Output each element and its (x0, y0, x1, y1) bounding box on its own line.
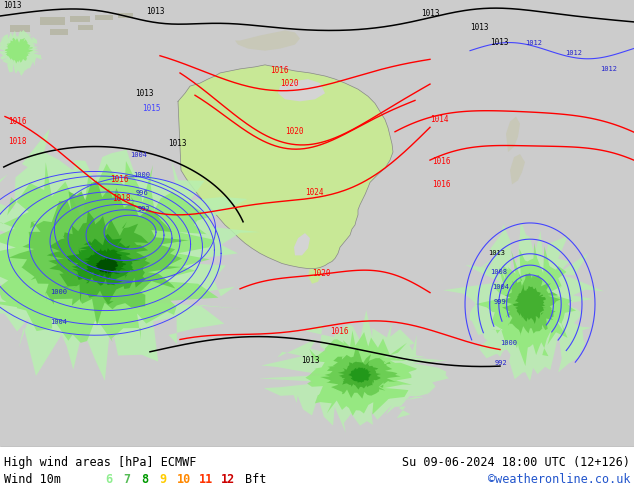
Polygon shape (0, 129, 260, 381)
Text: 1014: 1014 (430, 115, 448, 123)
Text: 1013: 1013 (135, 89, 153, 98)
Text: 1012: 1012 (565, 49, 582, 56)
Polygon shape (178, 65, 393, 269)
Text: 992: 992 (495, 360, 508, 366)
Polygon shape (66, 234, 140, 286)
Polygon shape (0, 161, 219, 343)
Text: 1015: 1015 (142, 104, 160, 114)
Text: 10: 10 (177, 473, 191, 487)
Text: 1013: 1013 (490, 38, 508, 47)
Text: 1012: 1012 (600, 66, 617, 72)
Text: 1016: 1016 (432, 157, 451, 166)
Polygon shape (320, 349, 401, 399)
Polygon shape (443, 221, 604, 381)
Text: Wind 10m: Wind 10m (4, 473, 61, 487)
Text: 1013: 1013 (146, 7, 164, 16)
Text: 1013: 1013 (3, 1, 22, 10)
Text: 1013: 1013 (301, 356, 320, 365)
Text: 7: 7 (123, 473, 130, 487)
Text: 1012: 1012 (525, 40, 542, 46)
Polygon shape (306, 330, 417, 416)
Text: 1024: 1024 (305, 188, 323, 196)
Polygon shape (70, 16, 90, 22)
Text: 1020: 1020 (312, 269, 330, 278)
Text: 1016: 1016 (270, 66, 288, 75)
Text: 1004: 1004 (50, 319, 67, 325)
Text: High wind areas [hPa] ECMWF: High wind areas [hPa] ECMWF (4, 456, 197, 469)
Text: 1016: 1016 (330, 327, 349, 337)
Text: 999: 999 (494, 299, 507, 305)
Text: 1000: 1000 (500, 340, 517, 345)
Polygon shape (9, 180, 189, 325)
Polygon shape (0, 30, 42, 76)
Polygon shape (338, 361, 381, 390)
Text: 1013: 1013 (168, 139, 186, 148)
Polygon shape (502, 272, 560, 336)
Polygon shape (348, 368, 372, 383)
Polygon shape (506, 117, 520, 152)
Text: 1016: 1016 (110, 175, 129, 184)
Polygon shape (10, 25, 30, 32)
Polygon shape (513, 285, 546, 324)
Text: 1016: 1016 (8, 117, 27, 125)
Text: 1004: 1004 (130, 152, 147, 158)
Text: 1018: 1018 (8, 137, 27, 146)
Polygon shape (4, 38, 34, 64)
Polygon shape (308, 264, 322, 284)
Text: 1016: 1016 (432, 180, 451, 190)
Text: 8: 8 (141, 473, 148, 487)
Text: ©weatheronline.co.uk: ©weatheronline.co.uk (488, 473, 630, 487)
Text: 1020: 1020 (280, 79, 299, 88)
Polygon shape (476, 243, 576, 366)
Text: 1000: 1000 (50, 289, 67, 295)
Polygon shape (278, 79, 325, 101)
Text: 1013: 1013 (488, 250, 505, 256)
Text: 1020: 1020 (285, 127, 304, 136)
Polygon shape (118, 13, 133, 18)
Polygon shape (40, 17, 65, 25)
Text: 12: 12 (221, 473, 235, 487)
Polygon shape (510, 154, 525, 184)
Polygon shape (294, 233, 310, 255)
Text: 6: 6 (105, 473, 112, 487)
Text: 1008: 1008 (490, 269, 507, 274)
Polygon shape (78, 25, 93, 30)
Text: 1013: 1013 (470, 24, 489, 32)
Polygon shape (47, 211, 150, 305)
Text: Su 09-06-2024 18:00 UTC (12+126): Su 09-06-2024 18:00 UTC (12+126) (402, 456, 630, 469)
Polygon shape (235, 30, 300, 50)
Polygon shape (84, 248, 126, 279)
Text: 9: 9 (159, 473, 166, 487)
Text: 1000: 1000 (133, 172, 150, 178)
Text: 11: 11 (199, 473, 213, 487)
Text: 996: 996 (136, 190, 149, 196)
Text: 1013: 1013 (421, 9, 439, 18)
Text: 992: 992 (138, 206, 151, 212)
Polygon shape (96, 258, 119, 274)
Polygon shape (95, 15, 113, 20)
Text: Bft: Bft (245, 473, 266, 487)
Polygon shape (258, 310, 449, 433)
Polygon shape (50, 29, 68, 35)
Text: 1004: 1004 (492, 284, 509, 290)
Text: 1018: 1018 (112, 194, 131, 203)
